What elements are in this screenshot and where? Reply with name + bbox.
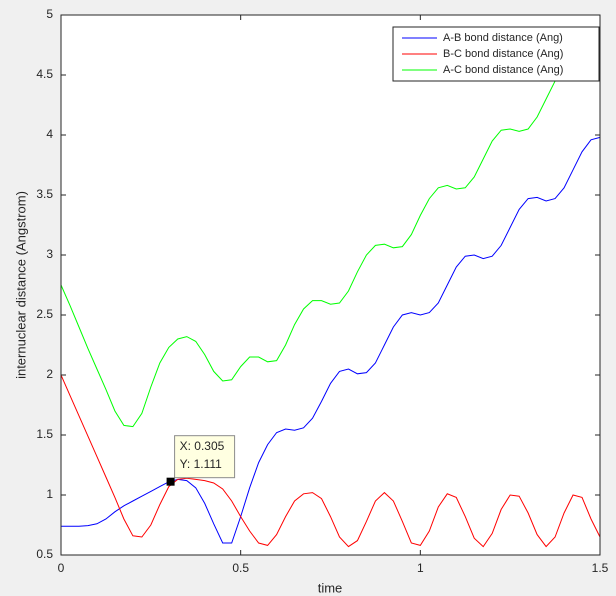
x-tick-label: 0	[58, 561, 65, 575]
y-tick-label: 0.5	[36, 547, 53, 561]
y-tick-label: 3.5	[36, 187, 53, 201]
x-tick-label: 1	[417, 561, 424, 575]
y-axis-label: internuclear distance (Angstrom)	[13, 191, 28, 379]
series-line	[60, 374, 601, 548]
y-tick-label: 1	[46, 487, 53, 501]
datatip-marker	[166, 477, 175, 486]
datatip-label: X: 0.305	[180, 439, 225, 453]
y-tick-label: 4	[46, 127, 53, 141]
y-tick-label: 3	[46, 247, 53, 261]
series-line	[61, 136, 601, 544]
series-line	[60, 62, 601, 428]
y-tick-label: 2	[46, 367, 53, 381]
x-tick-label: 1.5	[592, 561, 609, 575]
y-tick-label: 2.5	[36, 307, 53, 321]
x-tick-label: 0.5	[232, 561, 249, 575]
plot-area	[61, 15, 600, 555]
legend-label: A-C bond distance (Ang)	[443, 64, 563, 76]
x-axis-label: time	[318, 580, 343, 595]
datatip-box	[174, 435, 236, 479]
y-tick-label: 5	[46, 7, 53, 21]
datatip-label: Y: 1.111	[180, 457, 223, 471]
y-tick-label: 1.5	[36, 427, 53, 441]
axes-box	[60, 14, 601, 556]
y-tick-label: 4.5	[36, 67, 53, 81]
legend-label: B-C bond distance (Ang)	[443, 48, 563, 60]
legend-label: A-B bond distance (Ang)	[443, 32, 563, 44]
